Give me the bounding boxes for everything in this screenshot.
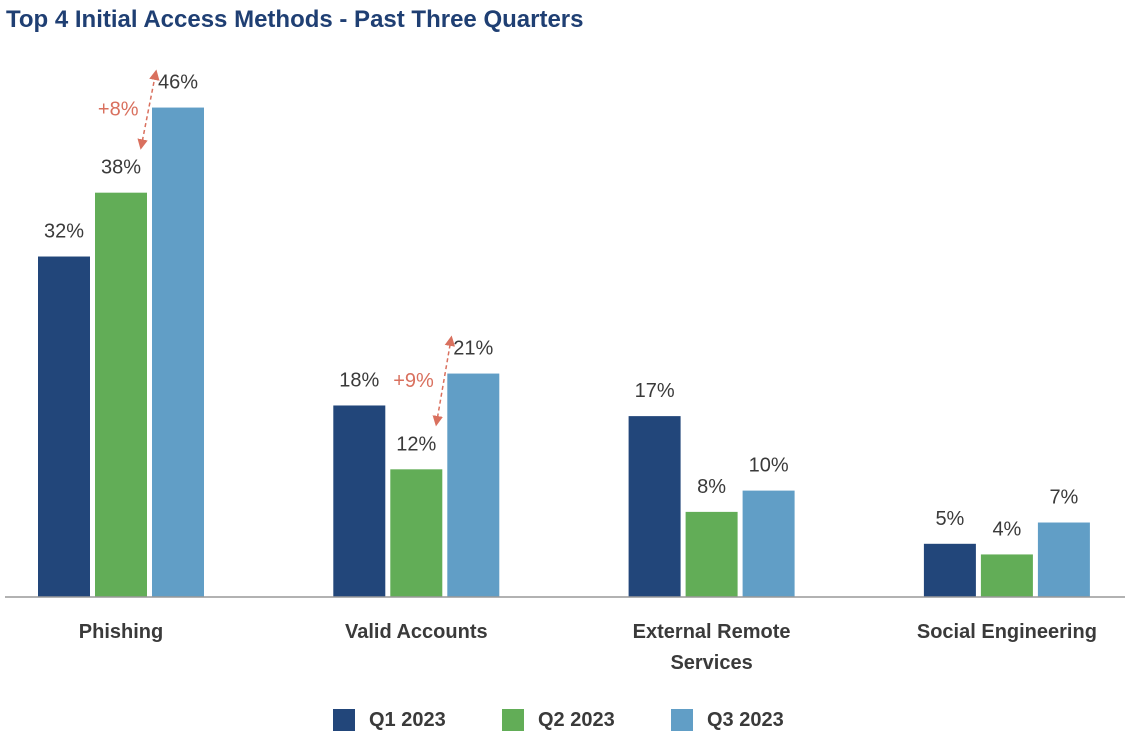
bar-social-engineering-q3-2023 [1037, 522, 1090, 597]
category-label-valid-accounts: Valid Accounts [345, 621, 488, 643]
legend-swatch-q2 [502, 709, 524, 731]
legend-item-q2: Q2 2023 [502, 703, 615, 737]
legend-item-q3: Q3 2023 [671, 703, 784, 737]
value-label-valid-accounts-q2-2023: 12% [396, 433, 436, 455]
bar-social-engineering-q1-2023 [923, 543, 976, 597]
value-label-valid-accounts-q3-2023: 21% [453, 338, 493, 360]
bar-external-remote-services-q2-2023 [685, 511, 738, 597]
category-label-external-remote-services-line2: Services [670, 652, 752, 674]
category-label-social-engineering: Social Engineering [917, 621, 1097, 643]
bar-valid-accounts-q3-2023 [447, 373, 500, 597]
value-label-social-engineering-q3-2023: 7% [1049, 487, 1078, 509]
legend: Q1 2023 Q2 2023 Q3 2023 [0, 703, 1140, 737]
legend-item-q1: Q1 2023 [333, 703, 446, 737]
value-label-external-remote-services-q1-2023: 17% [635, 380, 675, 402]
value-label-phishing-q3-2023: 46% [158, 72, 198, 94]
value-label-external-remote-services-q3-2023: 10% [749, 455, 789, 477]
chart-title: Top 4 Initial Access Methods - Past Thre… [6, 6, 584, 33]
legend-swatch-q1 [333, 709, 355, 731]
annotation-label-1: +8% [98, 99, 139, 121]
legend-label-q2: Q2 2023 [538, 708, 615, 731]
value-label-social-engineering-q2-2023: 4% [992, 518, 1021, 540]
annotation-arrow-2 [432, 335, 456, 427]
value-label-phishing-q1-2023: 32% [44, 221, 84, 243]
bar-external-remote-services-q3-2023 [742, 490, 795, 597]
legend-label-q1: Q1 2023 [369, 708, 446, 731]
value-label-external-remote-services-q2-2023: 8% [697, 476, 726, 498]
annotation-label-2: +9% [393, 370, 434, 392]
bar-phishing-q1-2023 [38, 256, 90, 597]
bar-external-remote-services-q1-2023 [628, 416, 681, 597]
annotation-arrow-1 [137, 69, 160, 150]
value-label-social-engineering-q1-2023: 5% [935, 508, 964, 530]
bar-phishing-q3-2023 [152, 107, 204, 597]
category-label-external-remote-services-line1: External Remote [633, 621, 791, 643]
bar-valid-accounts-q2-2023 [390, 469, 443, 597]
bar-social-engineering-q2-2023 [980, 554, 1033, 597]
bar-phishing-q2-2023 [95, 192, 147, 597]
legend-swatch-q3 [671, 709, 693, 731]
value-label-valid-accounts-q1-2023: 18% [339, 369, 379, 391]
bar-valid-accounts-q1-2023 [333, 405, 386, 597]
category-label-phishing: Phishing [79, 621, 163, 643]
value-label-phishing-q2-2023: 38% [101, 157, 141, 179]
legend-label-q3: Q3 2023 [707, 708, 784, 731]
